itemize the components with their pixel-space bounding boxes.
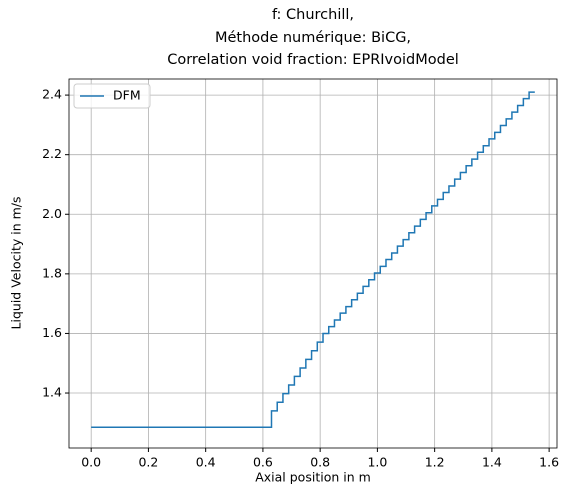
y-tick-label: 1.6 xyxy=(42,325,62,340)
chart-title: f: Churchill, xyxy=(272,7,354,23)
y-tick-label: 2.4 xyxy=(42,87,62,102)
x-tick-label: 0.8 xyxy=(310,455,330,470)
x-tick-label: 0.2 xyxy=(138,455,158,470)
x-tick-label: 0.0 xyxy=(81,455,101,470)
x-tick-label: 1.4 xyxy=(482,455,502,470)
y-tick-label: 2.0 xyxy=(42,206,62,221)
axes-frame xyxy=(68,78,558,449)
y-tick-label: 2.2 xyxy=(42,146,62,161)
y-tick-label: 1.4 xyxy=(42,385,62,400)
line-series xyxy=(91,91,535,429)
legend-label: DFM xyxy=(113,88,141,103)
chart-title: Méthode numérique: BiCG, xyxy=(215,30,411,46)
x-tick-label: 1.0 xyxy=(367,455,387,470)
x-tick-label: 0.4 xyxy=(196,455,216,470)
x-tick-label: 0.6 xyxy=(253,455,273,470)
x-tick-label: 1.2 xyxy=(425,455,445,470)
y-axis-label: Liquid Velocity in m/s xyxy=(9,197,24,330)
chart-title: Correlation void fraction: EPRIvoidModel xyxy=(167,52,459,68)
y-tick-label: 1.8 xyxy=(42,265,62,280)
x-tick-label: 1.6 xyxy=(539,455,559,470)
legend-box xyxy=(73,83,151,109)
x-axis-label: Axial position in m xyxy=(255,470,371,485)
